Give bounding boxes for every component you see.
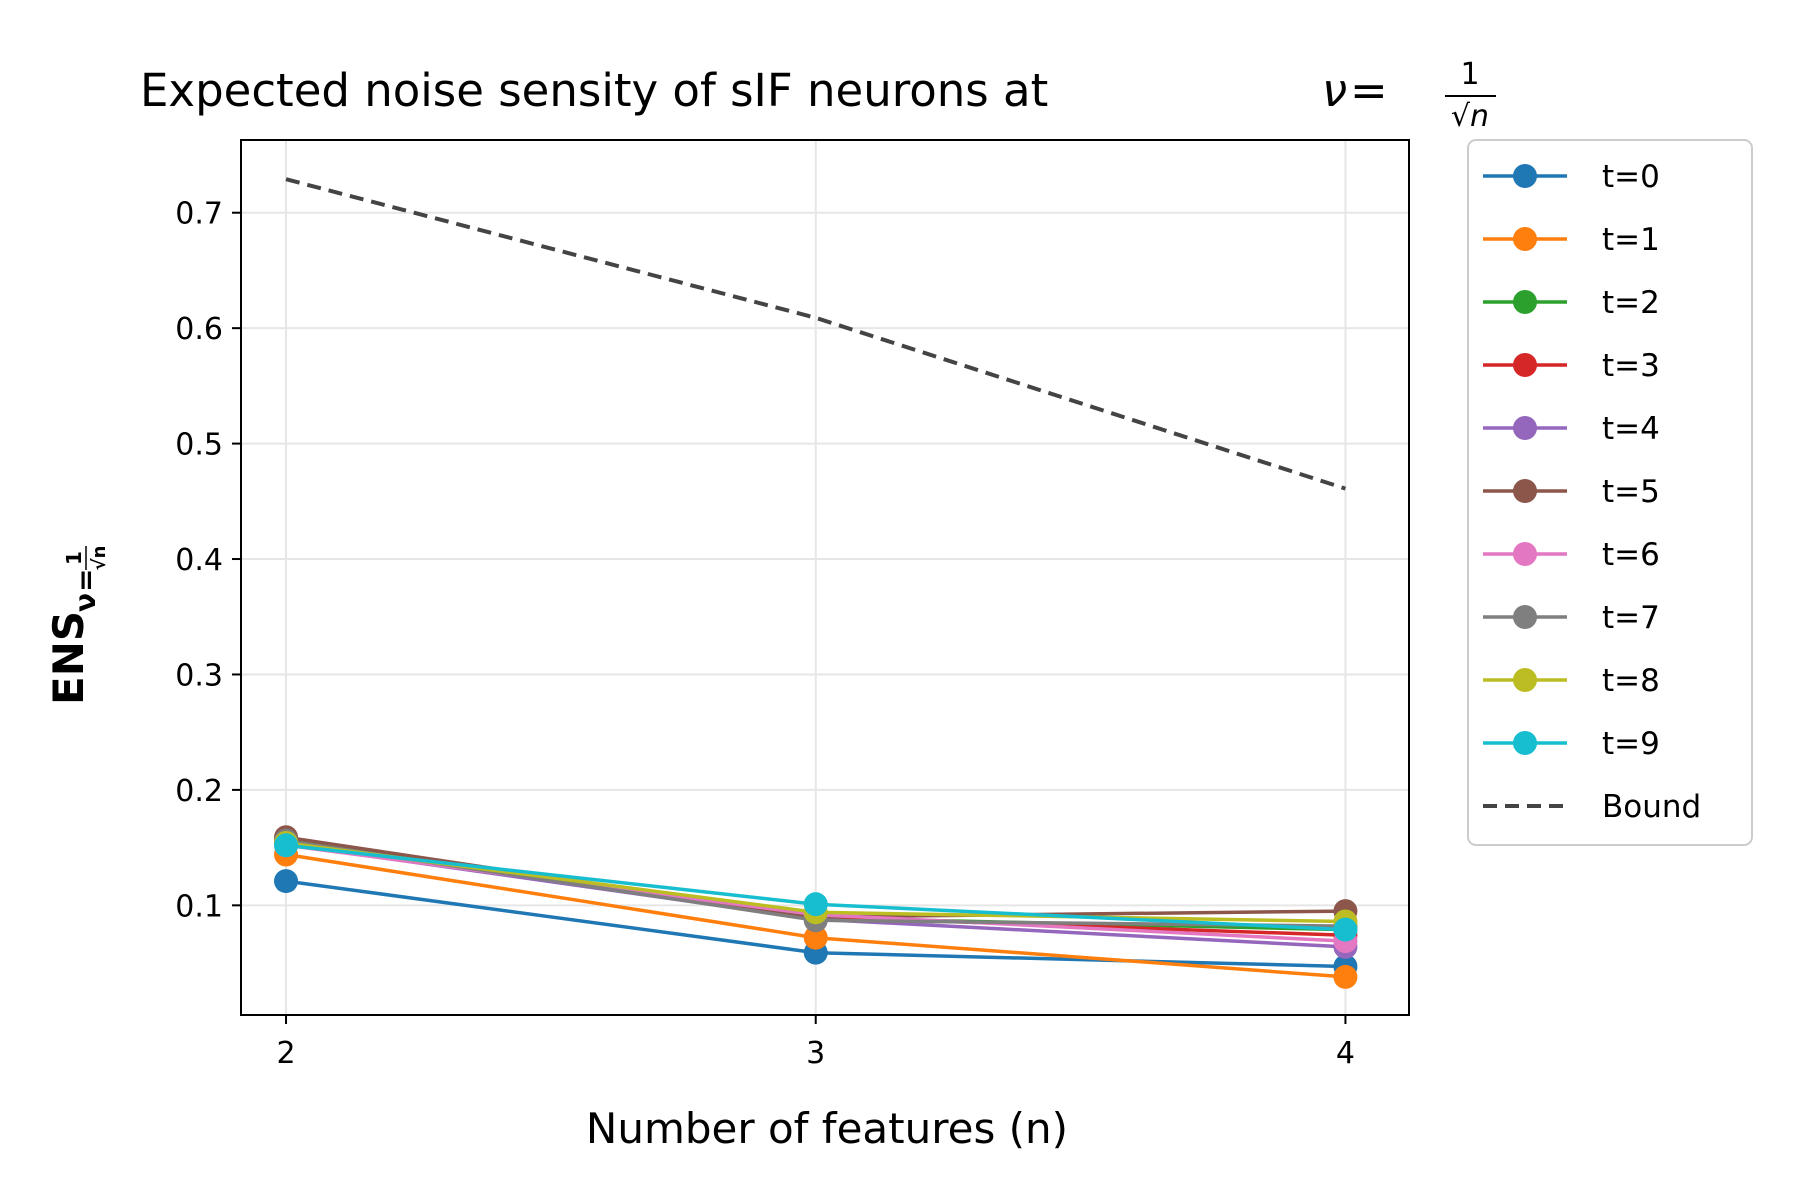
legend-item-t=4: t=4 (1483, 411, 1660, 447)
legend-swatch-marker (1513, 416, 1537, 440)
series-t=9 (274, 833, 1358, 942)
y-axis-label-numerator: 1 (62, 551, 86, 565)
legend-item-t=5: t=5 (1483, 474, 1660, 510)
legend-box (1467, 139, 1753, 846)
legend-item-t=0: t=0 (1483, 159, 1660, 195)
x-tick-label: 3 (806, 1036, 825, 1071)
legend-swatch-marker (1513, 731, 1537, 755)
legend-label: t=5 (1602, 474, 1660, 510)
data-point (1333, 917, 1358, 942)
series-line (285, 177, 1347, 491)
chart-title-text: Expected noise sensity of sIF neurons at (140, 64, 1048, 117)
grid (241, 140, 1409, 1015)
data-point (803, 892, 828, 917)
legend-label: t=4 (1602, 411, 1660, 447)
title-fraction-numerator: 1 (1460, 57, 1479, 92)
y-tick-label: 0.2 (175, 774, 223, 809)
title-fraction-denominator: √n (1451, 99, 1489, 134)
legend-swatch-marker (1513, 542, 1537, 566)
legend-swatch-marker (1513, 290, 1537, 314)
data-point (274, 869, 299, 894)
legend-item-t=6: t=6 (1483, 537, 1660, 573)
plot-frame (240, 139, 1410, 1016)
title-nu-symbol: ν (1322, 64, 1347, 117)
y-tick-label: 0.6 (175, 312, 223, 347)
legend-label: t=6 (1602, 537, 1660, 573)
legend-label: t=8 (1602, 663, 1660, 699)
x-axis-label: Number of features (n) (586, 1104, 1068, 1153)
x-tick-label: 2 (276, 1036, 295, 1071)
y-tick-label: 0.7 (175, 197, 223, 232)
axis-ticks: 2 3 4 0.1 0.2 0.3 0.4 0.5 0.6 0.7 (175, 197, 1355, 1071)
legend-label: t=2 (1602, 285, 1660, 321)
legend-label: t=9 (1602, 726, 1660, 762)
x-tick-label: 4 (1336, 1036, 1355, 1071)
y-tick-label: 0.5 (175, 428, 223, 463)
legend-item-t=1: t=1 (1483, 222, 1660, 258)
legend-item-t=8: t=8 (1483, 663, 1660, 699)
y-axis-label: ENS ν = 1 √n (44, 546, 110, 705)
legend-swatch-marker (1513, 353, 1537, 377)
legend-swatch-marker (1513, 668, 1537, 692)
legend-swatch-marker (1513, 605, 1537, 629)
data-point (1333, 964, 1358, 989)
legend-label: t=0 (1602, 159, 1660, 195)
series-layer (274, 177, 1358, 989)
y-axis-label-main: ENS (44, 611, 93, 705)
y-axis-label-equals: = (69, 569, 102, 592)
y-tick-label: 0.1 (175, 889, 223, 924)
legend-item-Bound: Bound (1483, 789, 1701, 825)
legend-swatch-marker (1513, 164, 1537, 188)
y-tick-label: 0.3 (175, 658, 223, 693)
data-point (803, 925, 828, 950)
data-point (274, 833, 299, 858)
y-axis-label-subscript: ν (69, 593, 102, 612)
legend-item-t=9: t=9 (1483, 726, 1660, 762)
legend-label: t=7 (1602, 600, 1660, 636)
legend-swatch-marker (1513, 479, 1537, 503)
y-tick-label: 0.4 (175, 543, 223, 578)
y-axis-label-denominator: √n (89, 546, 110, 571)
legend-item-t=7: t=7 (1483, 600, 1660, 636)
legend-swatch-marker (1513, 227, 1537, 251)
series-Bound (285, 177, 1347, 491)
legend-item-t=2: t=2 (1483, 285, 1660, 321)
chart-title: Expected noise sensity of sIF neurons at… (140, 57, 1496, 134)
legend-label: t=1 (1602, 222, 1660, 258)
legend-label: t=3 (1602, 348, 1660, 384)
legend-label: Bound (1602, 789, 1701, 825)
legend-item-t=3: t=3 (1483, 348, 1660, 384)
title-equals: = (1350, 64, 1388, 117)
legend: t=0 t=1 t=2 t=3 t=4 t=5 t=6 t=7 t=8 t=9 Bound (1467, 139, 1753, 846)
